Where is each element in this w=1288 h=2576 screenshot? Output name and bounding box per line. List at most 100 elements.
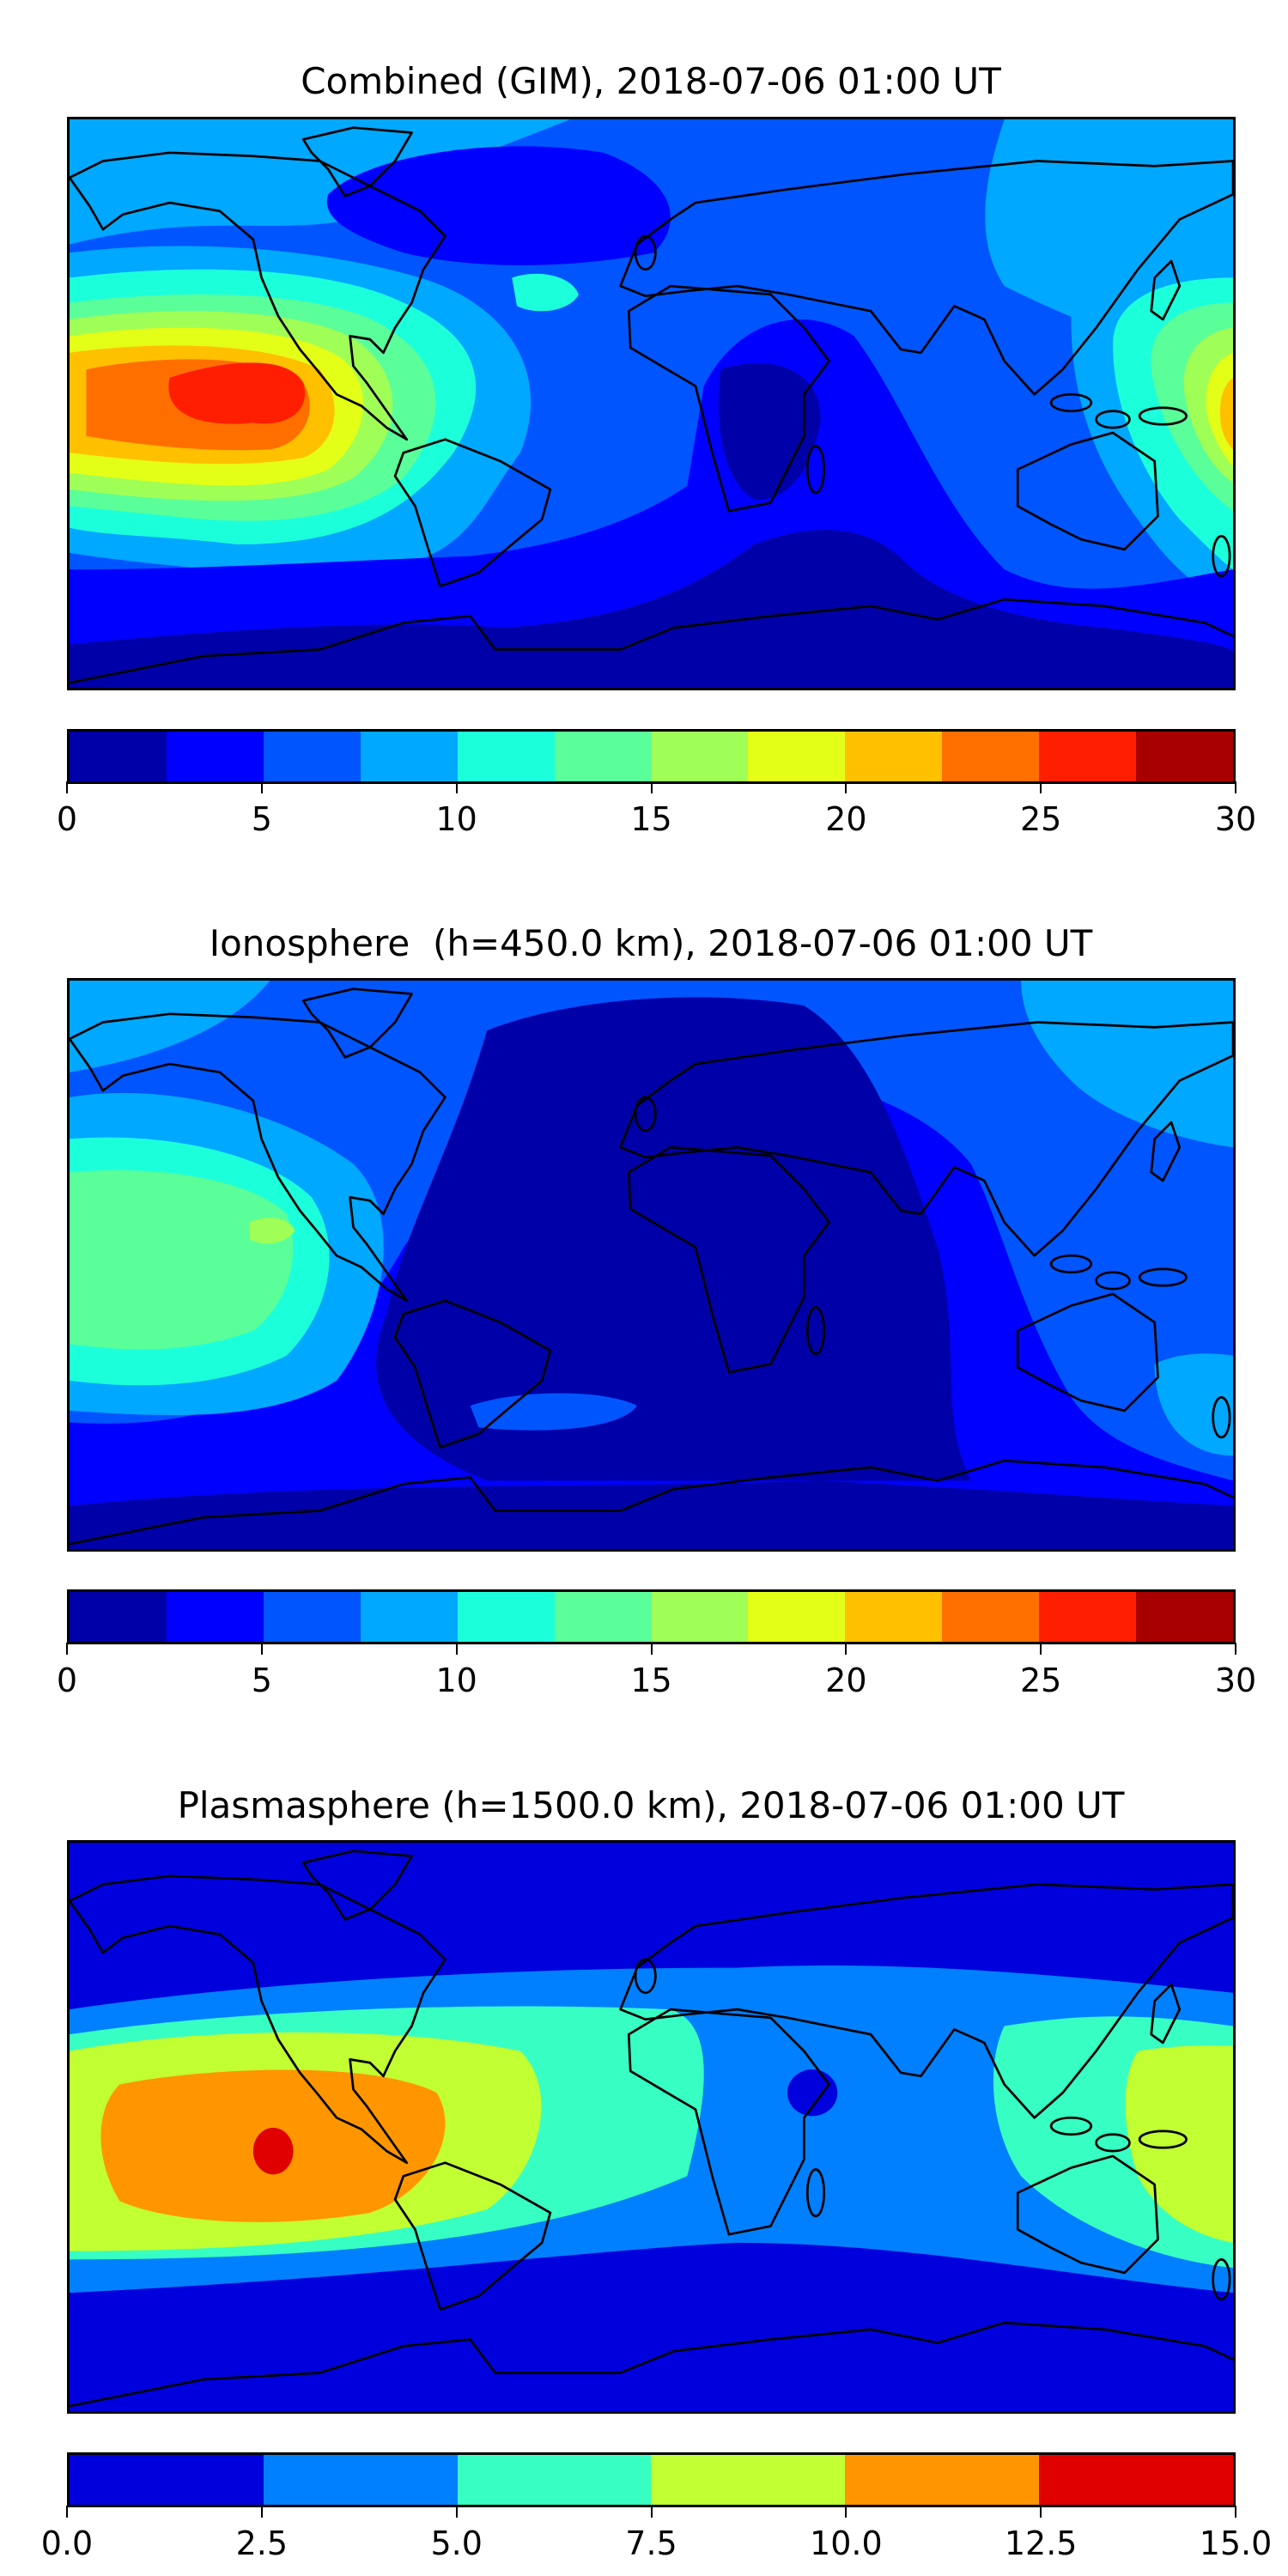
colorbar-segment	[554, 732, 652, 781]
contour-region-level-3	[70, 981, 270, 1072]
coastline-greenland	[301, 126, 413, 197]
colorbar-segment	[70, 1592, 167, 1642]
colorbar-tick	[455, 2506, 458, 2518]
coastline-madagascar	[805, 445, 826, 495]
colorbar-tick	[650, 781, 653, 793]
colorbar-tick	[650, 2506, 653, 2518]
colorbar-segment	[651, 1592, 749, 1642]
contour-region-level-6	[249, 1218, 295, 1244]
map-combined	[67, 117, 1236, 690]
coastline-africa	[627, 284, 830, 513]
colorbar-tick-label: 5	[251, 1662, 272, 1699]
coastline-south-america	[393, 2161, 552, 2311]
coastline-new-guinea	[1138, 1267, 1188, 1287]
coastline-antarctica	[70, 1459, 1233, 1546]
contour-region-level-2	[70, 981, 1233, 1481]
colorbar-segment	[1039, 732, 1137, 781]
colorbar-segment	[651, 732, 749, 781]
colorbar-tick	[66, 781, 68, 793]
coastline-new-guinea	[1138, 406, 1188, 426]
contour-region-level-3	[1154, 1353, 1233, 1456]
colorbar-segment	[1136, 732, 1234, 781]
colorbar-tick-label: 5.0	[430, 2524, 483, 2562]
contour-region-level-10	[168, 362, 306, 424]
colorbar-tick	[455, 1643, 458, 1655]
colorbar-tick	[845, 1643, 848, 1655]
colorbar-tick-label: 30	[1214, 1662, 1257, 1699]
panel-title-ionosphere: Ionosphere (h=450.0 km), 2018-07-06 01:0…	[209, 922, 1093, 964]
colorbar-segment	[360, 732, 458, 781]
colorbar-segment	[457, 1592, 555, 1642]
coastline-south-america	[393, 1299, 552, 1449]
colorbar-segment	[1039, 1592, 1137, 1642]
colorbar-segment	[1136, 1592, 1234, 1642]
contour-region-level-0	[787, 2069, 838, 2117]
colorbar-ticks-ionosphere: 0 5 10 15 20 25 30	[57, 1643, 1256, 1703]
coastline-japan	[1150, 259, 1182, 321]
coastline-uk	[634, 1958, 657, 1994]
colorbar-segment	[263, 2455, 458, 2505]
colorbar-tick	[1235, 2506, 1236, 2518]
coastline-greenland	[301, 987, 413, 1059]
coastline-japan	[1150, 1983, 1182, 2044]
colorbar-tick-label: 10	[435, 1662, 477, 1699]
colorbar-combined	[67, 729, 1236, 784]
colorbar-segment	[166, 732, 264, 781]
coastline-north-america	[70, 151, 447, 441]
colorbar-segment	[457, 2455, 652, 2505]
contour-region-level-8	[1219, 377, 1233, 450]
colorbar-tick	[1040, 1643, 1042, 1655]
colorbar-tick	[260, 2506, 263, 2518]
colorbar-segment	[70, 2455, 264, 2505]
coastline-australia	[1016, 2154, 1159, 2275]
colorbar-tick	[260, 1643, 263, 1655]
coastline-indonesia-2	[1095, 1271, 1131, 1291]
contour-region-level-5	[70, 1170, 294, 1350]
contour-region-level-0	[376, 997, 971, 1481]
coastline-africa	[627, 1145, 830, 1374]
colorbar-tick	[1235, 1643, 1236, 1655]
contour-region-level-5	[252, 2127, 294, 2175]
colorbar-segment	[70, 732, 167, 781]
colorbar-segment	[263, 1592, 361, 1642]
coastline-north-america	[70, 1874, 447, 2165]
coastline-eurasia	[619, 1021, 1233, 1257]
coastline-antarctica	[70, 2321, 1233, 2408]
coastline-indonesia-1	[1049, 1254, 1093, 1274]
contour-region-level-1	[326, 146, 671, 265]
colorbar-segment	[845, 1592, 943, 1642]
coastline-eurasia	[619, 160, 1233, 396]
colorbar-segment	[457, 732, 555, 781]
coastline-australia	[1016, 431, 1159, 551]
coastline-madagascar	[805, 2168, 826, 2218]
map-ionosphere	[67, 978, 1236, 1552]
colorbar-ticks-combined: 0 5 10 15 20 25 30	[57, 781, 1256, 841]
coastline-australia	[1016, 1292, 1159, 1413]
panel-title-plasmasphere: Plasmasphere (h=1500.0 km), 2018-07-06 0…	[177, 1784, 1125, 1826]
contour-region-level-3	[1125, 2045, 1233, 2243]
colorbar-tick-label: 15	[630, 1662, 672, 1699]
colorbar-tick-label: 20	[825, 1662, 867, 1699]
colorbar-tick	[650, 1643, 653, 1655]
coastline-new-zealand	[1212, 2258, 1231, 2301]
colorbar-ticks-plasmasphere: 0.0 2.5 5.0 7.5 10.0 12.5 15.0	[41, 2506, 1272, 2566]
coastline-greenland	[301, 1850, 413, 1921]
contour-region-level-4	[512, 273, 579, 312]
colorbar-tick-label: 10	[435, 800, 477, 838]
coastline-new-zealand	[1212, 535, 1231, 578]
colorbar-tick	[1040, 2506, 1042, 2518]
coastline-eurasia	[619, 1883, 1233, 2119]
contour-region-level-2	[470, 1393, 637, 1431]
coastline-indonesia-2	[1095, 2133, 1131, 2153]
colorbar-tick-label: 15.0	[1199, 2524, 1273, 2562]
colorbar-tick-label: 25	[1019, 800, 1062, 838]
map-plasmasphere	[67, 1840, 1236, 2414]
colorbar-tick-label: 0	[56, 800, 78, 838]
colorbar-tick	[1235, 781, 1236, 793]
colorbar-segment	[651, 2455, 846, 2505]
colorbar-segment	[554, 1592, 652, 1642]
coastline-japan	[1150, 1121, 1182, 1182]
coastline-africa	[627, 2008, 830, 2236]
colorbar-segment	[263, 732, 361, 781]
colorbar-tick-label: 25	[1019, 1662, 1062, 1699]
